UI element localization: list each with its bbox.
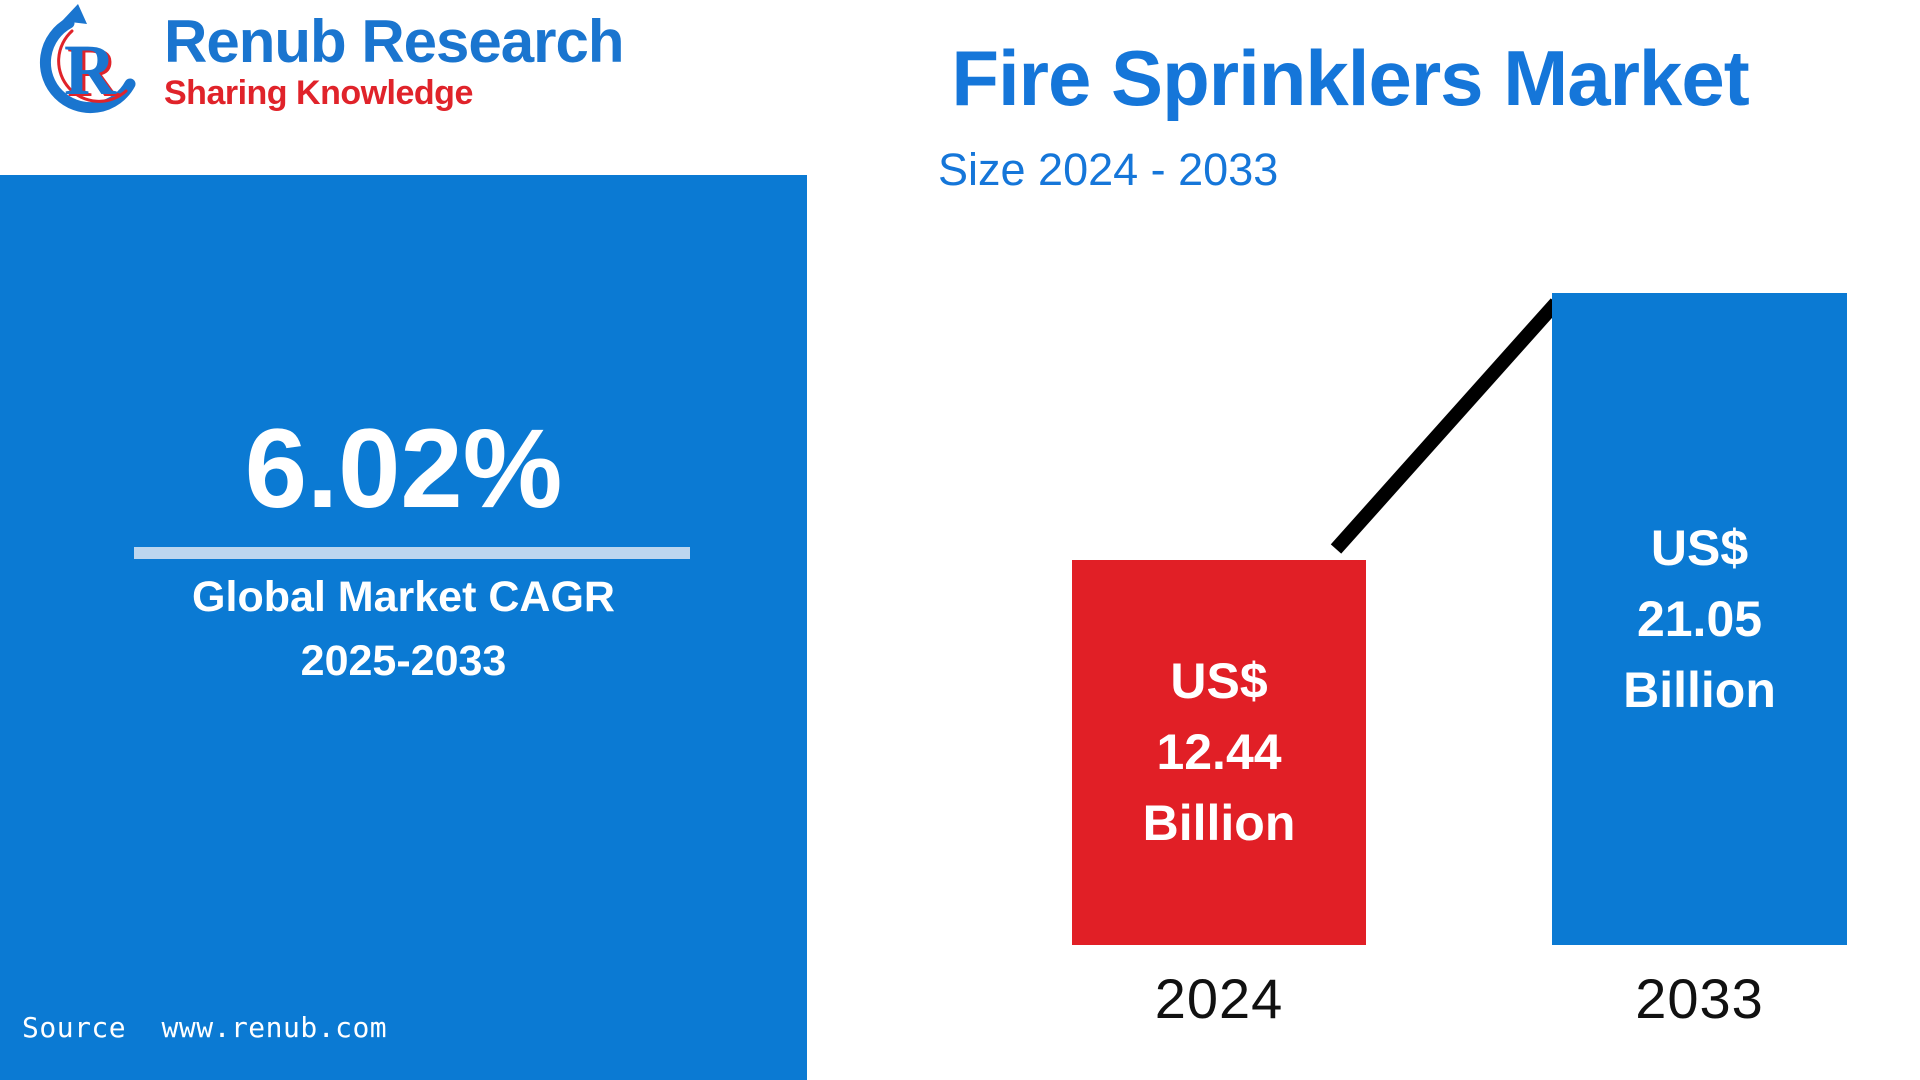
divider-line <box>134 547 690 559</box>
bar-2024-label-unit: Billion <box>1142 795 1296 851</box>
page-subtitle: Size 2024 - 2033 <box>938 143 1279 195</box>
cagr-label-line1: Global Market CAGR <box>192 573 615 621</box>
svg-text:R: R <box>64 30 117 110</box>
x-axis-label-2033: 2033 <box>1635 967 1764 1030</box>
cagr-panel: 6.02% Global Market CAGR 2025-2033 Sourc… <box>0 175 807 1080</box>
source-line: Source www.renub.com <box>22 1011 387 1044</box>
brand-name: Renub Research <box>164 8 624 75</box>
page-title: Fire Sprinklers Market <box>951 34 1749 122</box>
brand-text: Renub Research Sharing Knowledge <box>164 12 624 113</box>
renub-logo-icon: R R <box>39 4 136 114</box>
source-label: Source <box>22 1011 127 1044</box>
x-axis-label-2024: 2024 <box>1154 967 1284 1030</box>
bar-2024: US$ 12.44 Billion <box>1072 560 1366 945</box>
logo: R R Renub Research Sharing Knowledge <box>28 2 624 122</box>
bar-2033-label-unit: Billion <box>1623 661 1776 718</box>
svg-text:R: R <box>67 32 120 112</box>
title-block: Fire Sprinklers Market Size 2024 - 2033 <box>930 34 1770 196</box>
bar-2033-label-currency: US$ <box>1650 519 1749 576</box>
cagr-label-line2: 2025-2033 <box>300 637 507 685</box>
bar-2033-label-value: 21.05 <box>1636 590 1763 647</box>
source-url: www.renub.com <box>161 1011 388 1044</box>
bar-2024-label-currency: US$ <box>1170 653 1268 709</box>
brand-tagline: Sharing Knowledge <box>164 74 473 112</box>
cagr-value: 6.02% <box>244 406 563 531</box>
bar-2033: US$ 21.05 Billion <box>1552 293 1847 945</box>
bar-2024-label-value: 12.44 <box>1156 724 1282 780</box>
